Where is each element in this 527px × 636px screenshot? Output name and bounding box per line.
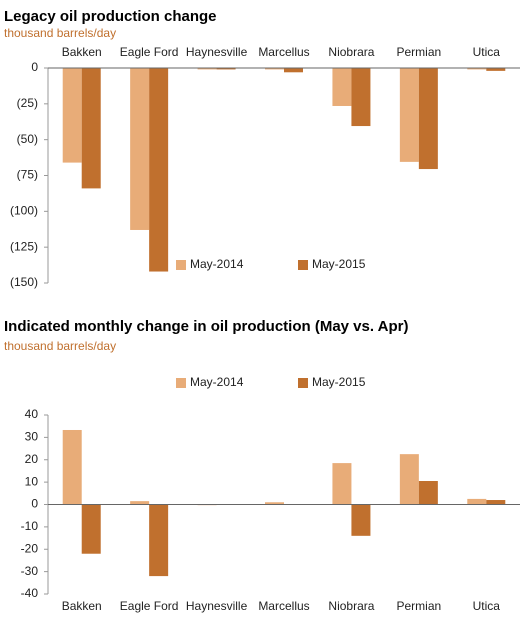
x-tick-label: Permian — [397, 599, 442, 613]
legend-swatch — [176, 260, 186, 270]
x-tick-label: Bakken — [62, 45, 102, 59]
x-tick-label: Utica — [473, 599, 501, 613]
chart-subtitle: thousand barrels/day — [4, 26, 116, 40]
x-tick-label: Permian — [397, 45, 442, 59]
y-tick-label: -40 — [21, 586, 39, 600]
y-tick-label: 40 — [25, 407, 39, 421]
x-tick-label: Haynesville — [186, 45, 248, 59]
y-tick-label: (25) — [17, 96, 38, 110]
bar — [149, 504, 169, 577]
legend-swatch — [298, 260, 308, 270]
bar — [265, 502, 284, 505]
y-tick-label: -20 — [21, 541, 39, 555]
x-tick-label: Marcellus — [258, 45, 309, 59]
bar — [62, 429, 82, 505]
bar — [418, 68, 438, 170]
bar — [81, 68, 101, 189]
y-tick-label: (100) — [10, 204, 38, 218]
y-tick-label: 0 — [31, 497, 38, 511]
y-tick-label: 0 — [31, 60, 38, 74]
bar — [332, 463, 352, 505]
bar — [197, 68, 217, 70]
bar — [418, 481, 438, 505]
bar — [149, 68, 169, 272]
bar — [216, 68, 236, 70]
x-tick-label: Bakken — [62, 599, 102, 613]
x-tick-label: Niobrara — [328, 45, 374, 59]
bar — [486, 68, 506, 71]
x-tick-label: Niobrara — [328, 599, 374, 613]
x-tick-label: Haynesville — [186, 599, 248, 613]
y-tick-label: 30 — [25, 430, 39, 444]
legend-label: May-2014 — [190, 257, 244, 271]
bar — [130, 68, 150, 230]
y-tick-label: (75) — [17, 168, 38, 182]
chart-subtitle: thousand barrels/day — [4, 339, 116, 353]
bar — [62, 68, 82, 163]
y-tick-label: 10 — [25, 474, 39, 488]
bar — [265, 68, 284, 70]
y-tick-label: -10 — [21, 519, 39, 533]
legend-label: May-2015 — [312, 257, 366, 271]
bar — [351, 504, 371, 536]
bar — [130, 501, 150, 505]
x-tick-label: Eagle Ford — [120, 45, 179, 59]
bar — [399, 454, 419, 505]
bar — [284, 68, 303, 73]
bar — [351, 68, 371, 127]
x-tick-label: Marcellus — [258, 599, 309, 613]
legend-label: May-2014 — [190, 375, 244, 389]
x-tick-label: Utica — [473, 45, 501, 59]
y-tick-label: (150) — [10, 275, 38, 289]
legend-swatch — [298, 378, 308, 388]
bar — [332, 68, 352, 106]
chart-title: Legacy oil production change — [4, 8, 217, 25]
y-tick-label: 20 — [25, 452, 39, 466]
bar — [467, 498, 487, 505]
bar — [467, 68, 487, 70]
y-tick-label: -30 — [21, 564, 39, 578]
bar — [81, 504, 101, 554]
y-tick-label: (125) — [10, 239, 38, 253]
bar — [399, 68, 419, 162]
legend-label: May-2015 — [312, 375, 366, 389]
legend-swatch — [176, 378, 186, 388]
bar — [486, 500, 506, 505]
y-tick-label: (50) — [17, 132, 38, 146]
chart-title: Indicated monthly change in oil producti… — [4, 318, 408, 335]
x-tick-label: Eagle Ford — [120, 599, 179, 613]
